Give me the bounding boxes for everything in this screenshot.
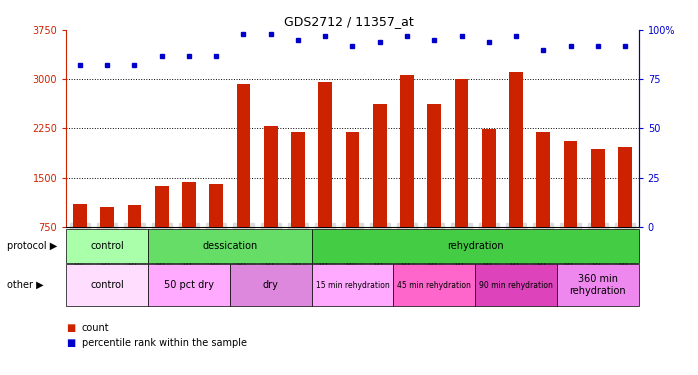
Text: 15 min rehydration: 15 min rehydration <box>315 280 389 290</box>
Bar <box>510 72 523 227</box>
Text: 50 pct dry: 50 pct dry <box>164 280 214 290</box>
Bar <box>373 104 387 227</box>
Text: percentile rank within the sample: percentile rank within the sample <box>82 338 246 348</box>
Bar <box>128 205 141 227</box>
Text: 45 min rehydration: 45 min rehydration <box>397 280 471 290</box>
Bar <box>564 141 577 227</box>
Bar <box>73 204 87 227</box>
Bar <box>454 79 468 227</box>
Text: ■: ■ <box>66 323 75 333</box>
Text: control: control <box>90 241 124 250</box>
Text: other ▶: other ▶ <box>7 280 43 290</box>
Text: count: count <box>82 323 110 333</box>
Bar <box>237 84 251 227</box>
Text: dry: dry <box>262 280 279 290</box>
Bar <box>618 147 632 227</box>
Text: GDS2712 / 11357_at: GDS2712 / 11357_at <box>284 15 414 28</box>
Bar <box>427 104 441 227</box>
Text: 90 min rehydration: 90 min rehydration <box>479 280 553 290</box>
Bar <box>291 132 305 227</box>
Bar <box>209 184 223 227</box>
Bar <box>537 132 550 227</box>
Bar <box>400 75 414 227</box>
Bar <box>264 126 278 227</box>
Bar <box>101 207 114 227</box>
Bar <box>346 132 359 227</box>
Text: protocol ▶: protocol ▶ <box>7 241 57 250</box>
Text: 360 min
rehydration: 360 min rehydration <box>570 274 626 296</box>
Text: ■: ■ <box>66 338 75 348</box>
Text: rehydration: rehydration <box>447 241 503 250</box>
Bar <box>482 129 496 227</box>
Bar <box>182 182 195 227</box>
Text: dessication: dessication <box>202 241 258 250</box>
Text: control: control <box>90 280 124 290</box>
Bar <box>318 82 332 227</box>
Bar <box>155 186 168 227</box>
Bar <box>591 149 604 227</box>
